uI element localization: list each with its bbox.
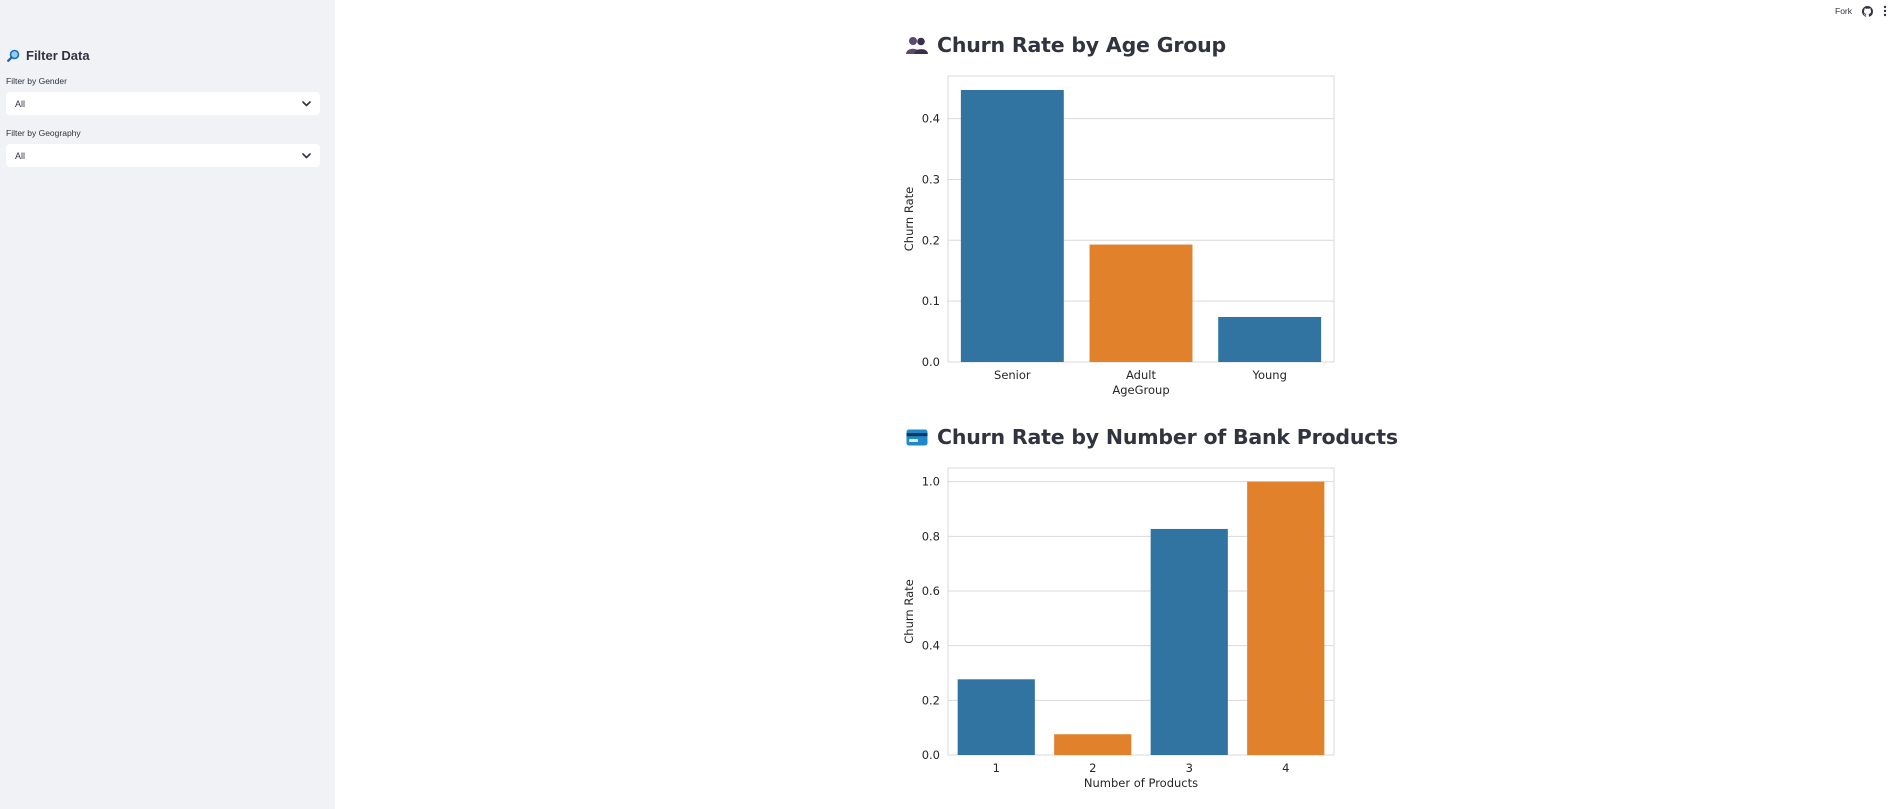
gender-filter-label: Filter by Gender bbox=[6, 76, 67, 86]
geography-select-value: All bbox=[15, 150, 26, 161]
y-tick-label: 1.0 bbox=[922, 475, 940, 489]
gender-select-value: All bbox=[15, 98, 26, 109]
geography-select[interactable]: All bbox=[6, 144, 320, 167]
y-axis-label: Churn Rate bbox=[902, 579, 916, 643]
x-tick-label: 4 bbox=[1282, 761, 1289, 775]
y-axis-label: Churn Rate bbox=[902, 187, 916, 251]
people-icon bbox=[906, 36, 928, 55]
section-heading-age-group: Churn Rate by Age Group bbox=[906, 33, 1226, 57]
section-title: Churn Rate by Age Group bbox=[937, 33, 1226, 57]
y-tick-label: 0.2 bbox=[922, 693, 940, 707]
y-tick-label: 0.2 bbox=[922, 233, 940, 247]
y-tick-label: 0.4 bbox=[922, 112, 940, 126]
fork-button[interactable]: Fork bbox=[1835, 6, 1852, 16]
bar bbox=[960, 89, 1064, 363]
geography-filter-label: Filter by Geography bbox=[6, 128, 81, 138]
bank-products-chart: 0.0 0.2 0.4 0.6 0.8 1.0 1 2 3 4 Number of Products… bbox=[902, 463, 1342, 803]
age-group-chart-svg: 0.0 0.1 0.2 0.3 0.4 Senior Adult Young AgeGroup C… bbox=[902, 75, 1335, 397]
age-group-chart: 0.0 0.1 0.2 0.3 0.4 Senior Adult Young AgeGroup C… bbox=[902, 71, 1342, 401]
github-icon[interactable] bbox=[1862, 2, 1873, 21]
more-vertical-icon[interactable] bbox=[1883, 2, 1887, 21]
x-tick-label: 2 bbox=[1089, 761, 1096, 775]
y-tick-label: 0.3 bbox=[922, 172, 940, 186]
bank-products-chart-svg: 0.0 0.2 0.4 0.6 0.8 1.0 1 2 3 4 Number of Products… bbox=[902, 467, 1335, 790]
chevron-down-icon bbox=[302, 100, 311, 107]
gender-select[interactable]: All bbox=[6, 92, 320, 115]
x-tick-label: 1 bbox=[993, 761, 1000, 775]
bar bbox=[1218, 316, 1322, 362]
x-tick-label: 3 bbox=[1186, 761, 1193, 775]
x-tick-label: Young bbox=[1251, 368, 1286, 382]
y-tick-label: 0.0 bbox=[922, 748, 940, 762]
x-tick-label: Senior bbox=[994, 368, 1031, 382]
x-axis-label: AgeGroup bbox=[1112, 383, 1169, 397]
bar bbox=[1150, 528, 1228, 755]
y-tick-label: 0.4 bbox=[922, 639, 940, 653]
section-heading-bank-products: Churn Rate by Number of Bank Products bbox=[906, 425, 1398, 449]
y-tick-label: 0.8 bbox=[922, 529, 940, 543]
sidebar-title: Filter Data bbox=[7, 48, 90, 63]
chevron-down-icon bbox=[302, 152, 311, 159]
bar bbox=[1089, 244, 1193, 362]
y-tick-label: 0.0 bbox=[922, 355, 940, 369]
header-toolbar: Fork bbox=[1835, 4, 1892, 18]
y-tick-label: 0.6 bbox=[922, 584, 940, 598]
y-tick-label: 0.1 bbox=[922, 294, 940, 308]
sidebar-title-text: Filter Data bbox=[26, 48, 90, 63]
bar bbox=[1247, 481, 1325, 755]
bar bbox=[957, 679, 1035, 755]
bar bbox=[1054, 734, 1132, 755]
x-axis-label: Number of Products bbox=[1084, 776, 1198, 790]
section-title: Churn Rate by Number of Bank Products bbox=[937, 425, 1398, 449]
x-tick-label: Adult bbox=[1126, 368, 1156, 382]
credit-card-icon bbox=[906, 429, 928, 446]
sidebar: Filter Data Filter by Gender All Filter … bbox=[0, 0, 335, 809]
magnifier-icon bbox=[7, 49, 20, 62]
